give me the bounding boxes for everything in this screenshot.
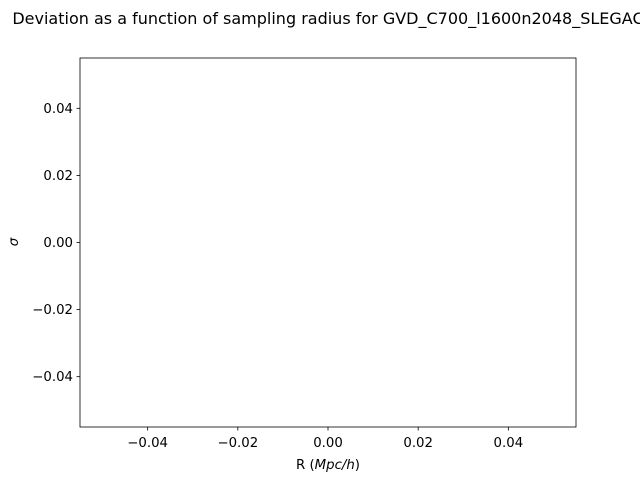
y-tick-label: 0.04 bbox=[43, 102, 73, 117]
y-axis-title: σ bbox=[7, 237, 22, 246]
x-tick-label: 0.04 bbox=[494, 436, 524, 451]
y-tick-label: −0.04 bbox=[32, 370, 73, 385]
x-axis-ticks: −0.04 −0.02 0.00 0.02 0.04 bbox=[127, 427, 523, 451]
y-tick-label: 0.02 bbox=[43, 169, 73, 184]
x-tick-label: 0.00 bbox=[313, 436, 343, 451]
y-axis-ticks: −0.04 −0.02 0.00 0.02 0.04 bbox=[32, 102, 80, 385]
x-tick-label: −0.04 bbox=[127, 436, 168, 451]
y-tick-label: −0.02 bbox=[32, 303, 73, 318]
x-tick-label: 0.02 bbox=[403, 436, 433, 451]
y-tick-label: 0.00 bbox=[43, 236, 73, 251]
x-tick-label: −0.02 bbox=[217, 436, 258, 451]
x-axis-title: R (Mpc/h) bbox=[296, 458, 360, 473]
x-axis-title-prefix: R ( bbox=[296, 458, 315, 473]
x-axis-title-unit: Mpc/h bbox=[315, 458, 355, 473]
chart-title: Deviation as a function of sampling radi… bbox=[12, 9, 640, 29]
plot-area bbox=[79, 57, 577, 428]
x-axis-title-suffix: ) bbox=[355, 458, 360, 473]
